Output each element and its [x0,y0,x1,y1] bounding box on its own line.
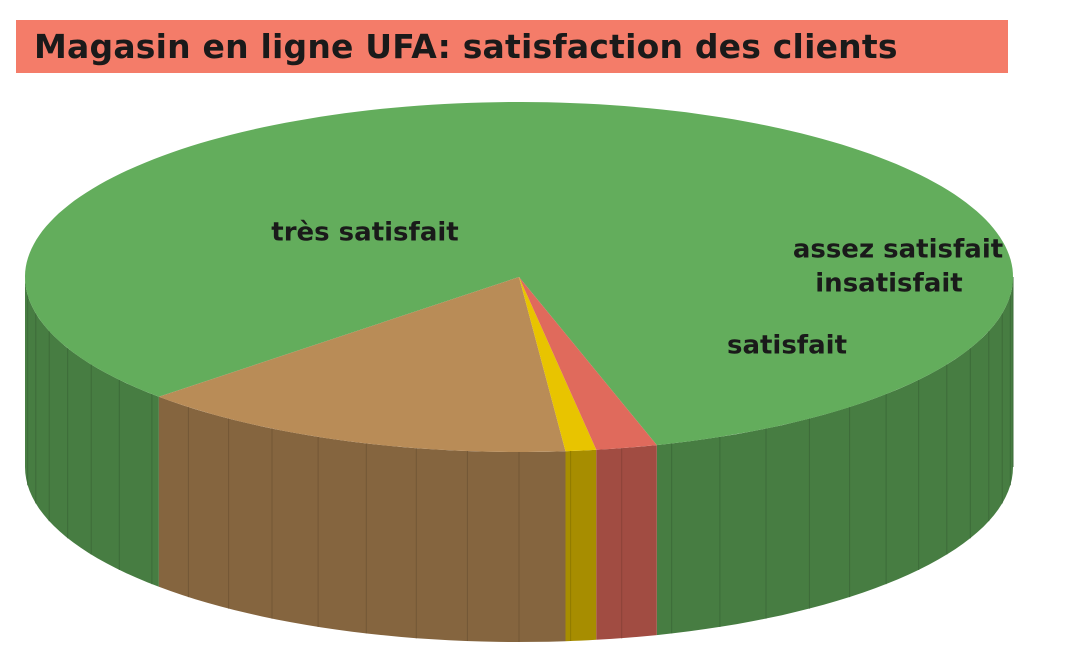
pie-slice-assez-satisfait [519,277,657,450]
pie-side-tres-satisfait [656,277,1013,636]
slice-label-tres-satisfait: très satisfait [271,218,458,248]
pie-slice-insatisfait [519,277,597,452]
pie-labels: très satisfait satisfait insatisfait assez … [271,218,1003,361]
slice-label-assez-satisfait: assez satisfait [793,235,1003,265]
pie-sides [25,277,1014,642]
pie-top [25,102,1013,452]
pie-side-assez-satisfait [596,445,657,640]
chart-title-banner: Magasin en ligne UFA: satisfaction des c… [16,20,1008,73]
slice-label-satisfait: satisfait [727,331,847,361]
pie-side-tres-satisfait [25,277,159,587]
pie-slice-tres-satisfait [25,102,1013,446]
slice-label-insatisfait: insatisfait [815,269,962,299]
pie-side-insatisfait [565,449,597,642]
chart-title: Magasin en ligne UFA: satisfaction des c… [34,27,898,66]
pie-side-satisfait [158,396,566,642]
pie-slice-satisfait [158,277,566,452]
